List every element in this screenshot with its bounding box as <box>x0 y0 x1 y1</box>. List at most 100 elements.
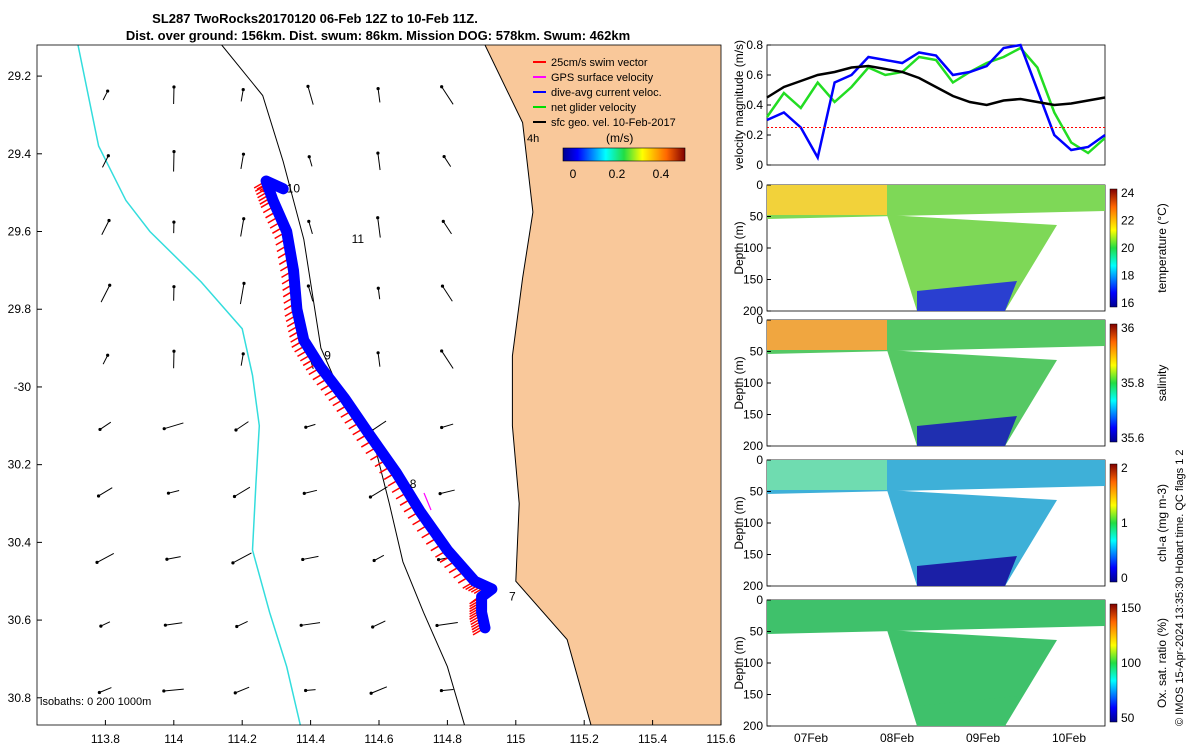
map-x-tick-label: 115.6 <box>706 732 735 746</box>
velocity-arrow <box>240 89 244 102</box>
velocity-arrow-head <box>307 219 311 223</box>
velocity-arrow-head <box>306 284 310 288</box>
velocity-arrow-head <box>232 494 237 499</box>
section-colorbar-tick: 0 <box>1121 571 1128 585</box>
velocity-panel: 0 0.2 0.4 0.6 0.8 velocity magnitude (m/s) <box>732 38 1106 172</box>
velocity-arrow <box>301 622 321 626</box>
velocity-arrow-head <box>440 284 445 288</box>
velocity-arrow-head <box>241 352 245 356</box>
velocity-arrow-head <box>162 427 166 431</box>
section-deep-layer <box>917 556 1017 586</box>
velocity-arrow <box>99 687 112 693</box>
map-x-tick-label: 114.4 <box>296 732 325 746</box>
velocity-arrow <box>98 487 113 497</box>
section-ylabel: Depth (m) <box>732 221 746 274</box>
velocity-arrow-head <box>372 558 376 563</box>
velocity-arrow <box>102 155 109 168</box>
isobath-1000m <box>77 45 302 725</box>
velocity-arrow-head <box>172 149 176 154</box>
velocity-arrow <box>441 423 454 429</box>
section-colorbar-tick: 35.6 <box>1121 431 1145 445</box>
section-y-tick-label: 150 <box>743 273 763 287</box>
legend-entry: 25cm/s swim vector <box>551 57 648 69</box>
velocity-series-line <box>766 43 1106 161</box>
section-ylabel: Depth (m) <box>732 636 746 689</box>
velocity-arrow <box>102 90 109 101</box>
velocity-y-tick-label: 0.6 <box>746 68 763 82</box>
velocity-arrow-head <box>106 89 110 93</box>
velocity-arrow <box>101 220 110 235</box>
section-colorbar-tick: 24 <box>1121 186 1135 200</box>
velocity-arrow <box>307 86 314 105</box>
section-colorbar-tick: 22 <box>1121 214 1135 228</box>
velocity-arrow-head <box>95 560 99 564</box>
velocity-arrow-head <box>376 351 380 355</box>
section-y-tick-label: 200 <box>743 304 763 318</box>
section-x-tick-label: 07Feb <box>794 731 828 745</box>
velocity-arrow-head <box>438 492 442 496</box>
velocity-arrow <box>308 221 313 235</box>
section-y-tick-label: 50 <box>750 625 764 639</box>
section-colorbar-tick: 50 <box>1121 711 1135 725</box>
velocity-arrow <box>240 154 244 170</box>
velocity-arrow-head <box>107 218 111 223</box>
legend-entry: net glider velocity <box>551 102 636 114</box>
velocity-arrow <box>439 489 455 495</box>
legend-colorbar-tick: 0 <box>570 167 577 181</box>
velocity-arrow <box>234 486 251 497</box>
velocity-arrow-head <box>172 285 176 289</box>
section-surface-layer <box>767 320 887 350</box>
velocity-arrow <box>305 423 316 428</box>
velocity-arrow <box>168 490 180 494</box>
glider-track <box>260 175 498 634</box>
map-y-tick-label: 29.8 <box>8 302 32 316</box>
legend-entry: sfc geo. vel. 10-Feb-2017 <box>551 117 676 129</box>
velocity-arrow-head <box>442 154 446 159</box>
section-colorbar-label: chl-a (mg m-3) <box>1155 484 1169 562</box>
velocity-arrow-head <box>234 428 238 432</box>
velocity-arrow-head <box>376 151 380 155</box>
velocity-arrow <box>235 421 249 431</box>
velocity-arrow-head <box>376 286 380 290</box>
velocity-arrow <box>377 288 381 300</box>
velocity-arrow-head <box>440 349 444 353</box>
velocity-arrow <box>377 88 381 103</box>
velocity-arrow <box>100 284 111 303</box>
velocity-arrow-head <box>172 349 176 353</box>
velocity-arrow <box>240 218 245 237</box>
section-colorbar-tick: 35.8 <box>1121 376 1145 390</box>
velocity-arrow <box>164 422 184 430</box>
map-y-tick-label: 29.4 <box>8 147 32 161</box>
velocity-arrow-head <box>376 216 380 220</box>
velocity-arrow-head <box>108 283 112 287</box>
velocity-arrow <box>442 285 453 302</box>
legend-units: (m/s) <box>606 131 633 145</box>
velocity-arrow-head <box>304 688 308 693</box>
velocity-ylabel: velocity magnitude (m/s) <box>732 40 746 170</box>
section-x-tick-label: 09Feb <box>966 731 1000 745</box>
section-surface-layer <box>767 600 887 630</box>
velocity-arrow <box>240 353 244 366</box>
section-surface-layer <box>767 185 887 215</box>
section-colorbar <box>1109 323 1118 443</box>
section-y-tick-label: 50 <box>750 485 764 499</box>
legend-scale-label: 4h <box>527 133 539 145</box>
section-colorbar-tick: 150 <box>1121 601 1141 615</box>
section-colorbar-tick: 16 <box>1121 296 1135 310</box>
velocity-arrow-head <box>306 84 310 88</box>
velocity-arrow-head <box>307 155 311 159</box>
day-label: 9 <box>324 349 331 363</box>
map-x-tick-label: 115.2 <box>570 732 599 746</box>
velocity-y-tick-label: 0 <box>756 158 763 172</box>
title-line-2: Dist. over ground: 156km. Dist. swum: 86… <box>126 28 630 43</box>
velocity-arrow-head <box>106 154 110 158</box>
velocity-arrow-head <box>231 561 235 565</box>
surface-velocity-arrows <box>95 84 458 695</box>
section-y-tick-label: 0 <box>756 453 763 467</box>
map-x-tick-label: 115 <box>506 732 525 746</box>
velocity-arrow <box>441 86 454 105</box>
coastline <box>484 45 592 725</box>
velocity-arrow <box>236 620 248 627</box>
